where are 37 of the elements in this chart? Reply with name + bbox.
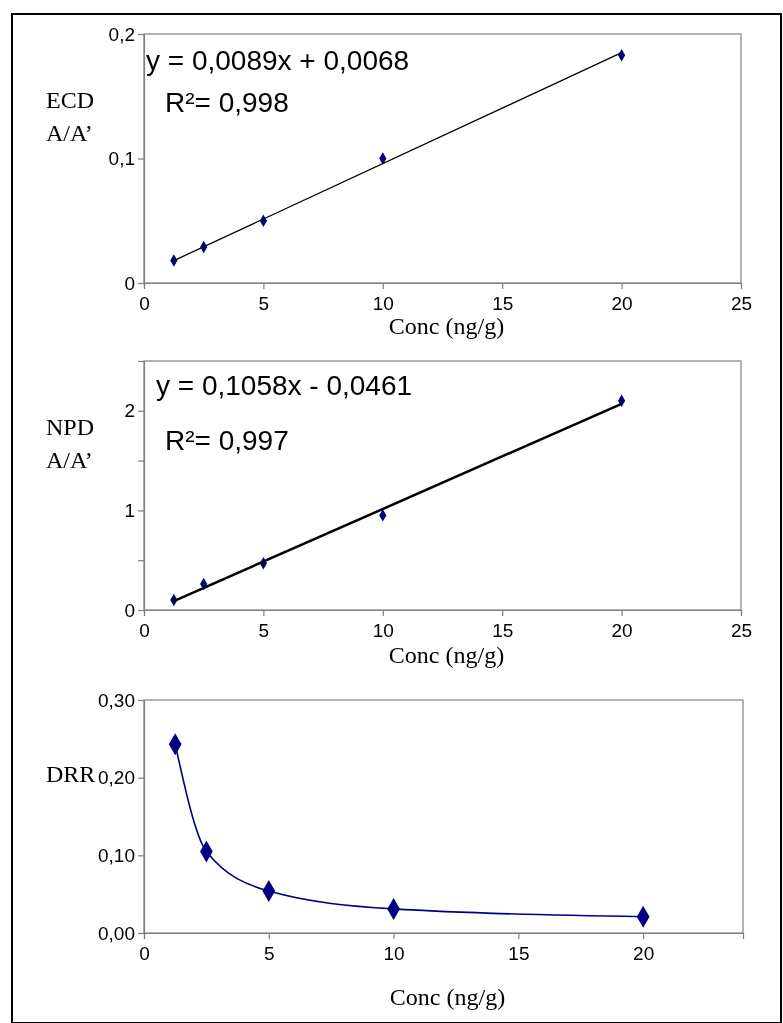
y-tick-label: 0,10 [98, 844, 135, 866]
x-tick-label: 20 [611, 620, 633, 642]
x-tick-label: 0 [139, 620, 150, 642]
x-axis-title: Conc (ng/g) [389, 984, 506, 1010]
y-tick-label: 0,30 [98, 689, 135, 711]
x-tick-label: 25 [730, 620, 753, 642]
y-tick-label: 0,2 [108, 23, 135, 45]
y-tick-label: 0,00 [98, 922, 135, 944]
x-tick-label: 25 [730, 293, 753, 315]
annotation: y = 0,1058x - 0,0461 [156, 370, 413, 401]
x-tick-label: 15 [508, 943, 530, 965]
x-tick-label: 10 [383, 943, 405, 965]
y-axis-title: ECD A/A’ [46, 86, 94, 146]
x-tick-label: 15 [492, 293, 514, 315]
x-axis-title: Conc (ng/g) [388, 313, 505, 339]
x-tick-label: 20 [611, 293, 633, 315]
y-tick-label: 1 [124, 499, 135, 521]
y-tick-label: 2 [124, 400, 135, 422]
annotation: y = 0,0089x + 0,0068 [146, 45, 410, 76]
x-tick-label: 5 [258, 620, 270, 642]
y-tick-label: 0 [124, 599, 135, 621]
x-tick-label: 0 [139, 943, 150, 965]
x-tick-label: 10 [372, 293, 394, 315]
x-tick-label: 10 [372, 620, 394, 642]
annotation: R²= 0,997 [165, 425, 289, 456]
x-tick-label: 20 [633, 943, 655, 965]
y-tick-label: 0,20 [98, 767, 135, 789]
x-tick-label: 5 [258, 293, 270, 315]
y-tick-label: 0 [124, 272, 135, 294]
y-tick-label: 0,1 [108, 148, 135, 170]
x-tick-label: 5 [264, 943, 275, 965]
x-axis-title: Conc (ng/g) [388, 642, 505, 668]
y-axis-title: NPD A/A’ [46, 413, 95, 473]
x-tick-label: 15 [492, 620, 514, 642]
x-tick-label: 0 [139, 293, 150, 315]
y-axis-title: DRR [46, 760, 96, 787]
annotation: R²= 0,998 [165, 87, 289, 118]
